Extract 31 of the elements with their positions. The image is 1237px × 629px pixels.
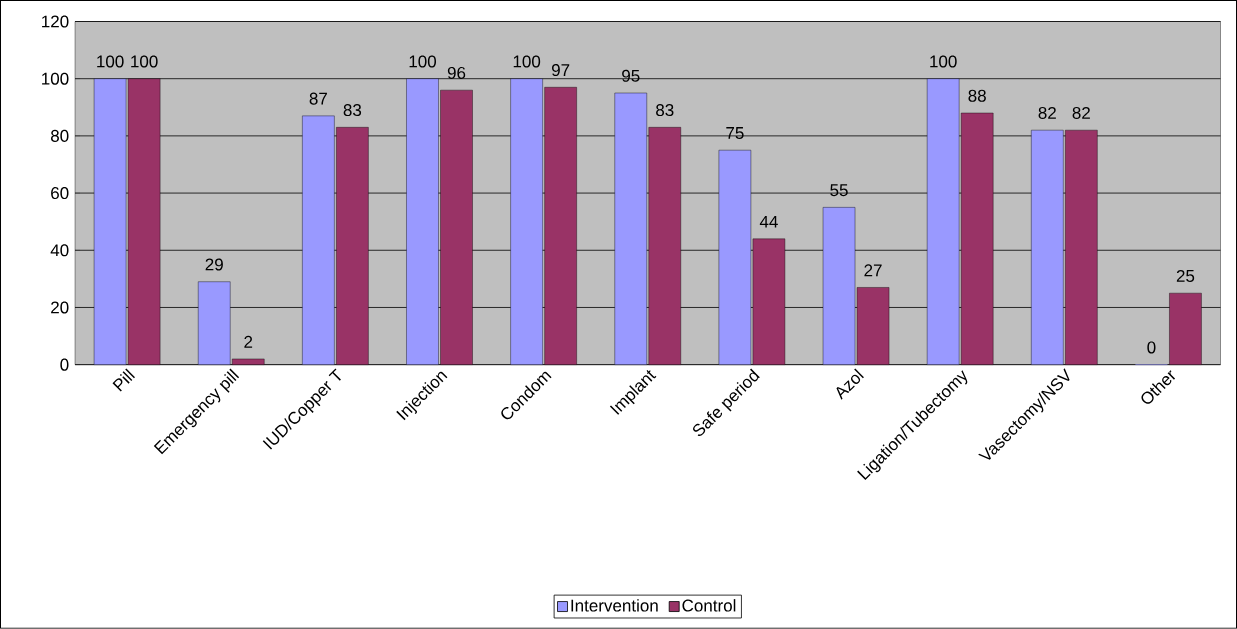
- data-label: 97: [551, 64, 570, 77]
- data-label: 29: [205, 258, 223, 271]
- data-label: 44: [759, 216, 778, 228]
- data-label: 82: [1038, 107, 1056, 120]
- y-tick-label: 20: [51, 301, 69, 314]
- y-tick-label: 80: [50, 129, 69, 143]
- data-label: 100: [409, 55, 437, 68]
- x-tick-label: Pill: [112, 368, 136, 392]
- y-tick-label: 60: [51, 187, 69, 200]
- data-label: 88: [968, 89, 986, 102]
- data-label: 87: [309, 92, 327, 105]
- data-label: 75: [726, 127, 744, 140]
- data-label: 27: [864, 264, 882, 277]
- y-tick-label: 100: [42, 72, 69, 85]
- data-label: 82: [1072, 107, 1090, 120]
- y-tick-label: 40: [50, 244, 69, 257]
- data-label: 55: [830, 184, 848, 197]
- data-label: 2: [244, 335, 253, 348]
- y-tick-label: 0: [60, 358, 69, 371]
- data-label: 83: [343, 104, 362, 117]
- data-label: 25: [1176, 270, 1195, 283]
- data-label: 83: [656, 104, 674, 117]
- data-label: 100: [513, 55, 541, 68]
- data-label: 100: [930, 55, 957, 68]
- legend-label: Control: [682, 599, 736, 612]
- data-label: 100: [97, 55, 124, 68]
- data-label: 96: [447, 67, 466, 80]
- y-tick-label: 120: [42, 15, 69, 28]
- data-label: 100: [131, 55, 158, 68]
- data-label: 0: [1147, 341, 1156, 354]
- legend-label: Intervention: [571, 599, 658, 612]
